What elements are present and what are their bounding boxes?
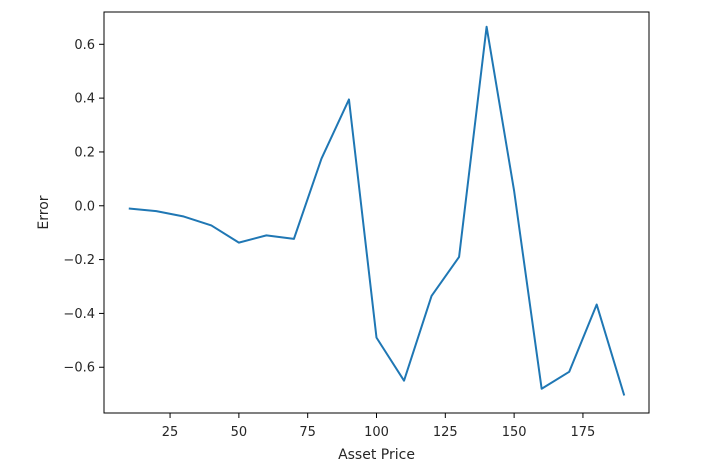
plot-area xyxy=(104,12,649,413)
series-layer xyxy=(128,25,626,396)
x-tick-label: 125 xyxy=(433,425,458,440)
y-axis-ticks: −0.6 −0.4 −0.2 0.0 0.2 0.4 0.6 xyxy=(63,38,104,376)
y-tick-label: 0.4 xyxy=(74,92,95,107)
x-tick-label: 25 xyxy=(162,425,179,440)
plot-frame xyxy=(103,11,650,414)
x-axis-ticks: 25 50 75 100 125 150 175 xyxy=(162,413,596,440)
y-tick-label: −0.2 xyxy=(63,253,95,268)
y-tick-label: −0.4 xyxy=(63,307,95,322)
series-line-0 xyxy=(128,25,626,396)
y-axis-label: Error xyxy=(36,195,52,229)
x-axis-label: Asset Price xyxy=(338,447,415,463)
x-tick-label: 100 xyxy=(364,425,389,440)
x-tick-label: 75 xyxy=(299,425,316,440)
y-tick-label: 0.2 xyxy=(74,145,95,160)
y-tick-label: −0.6 xyxy=(63,361,95,376)
y-tick-label: 0.6 xyxy=(74,38,95,53)
x-tick-label: 50 xyxy=(231,425,248,440)
x-tick-label: 175 xyxy=(571,425,596,440)
y-tick-label: 0.0 xyxy=(74,199,95,214)
x-tick-label: 150 xyxy=(502,425,527,440)
